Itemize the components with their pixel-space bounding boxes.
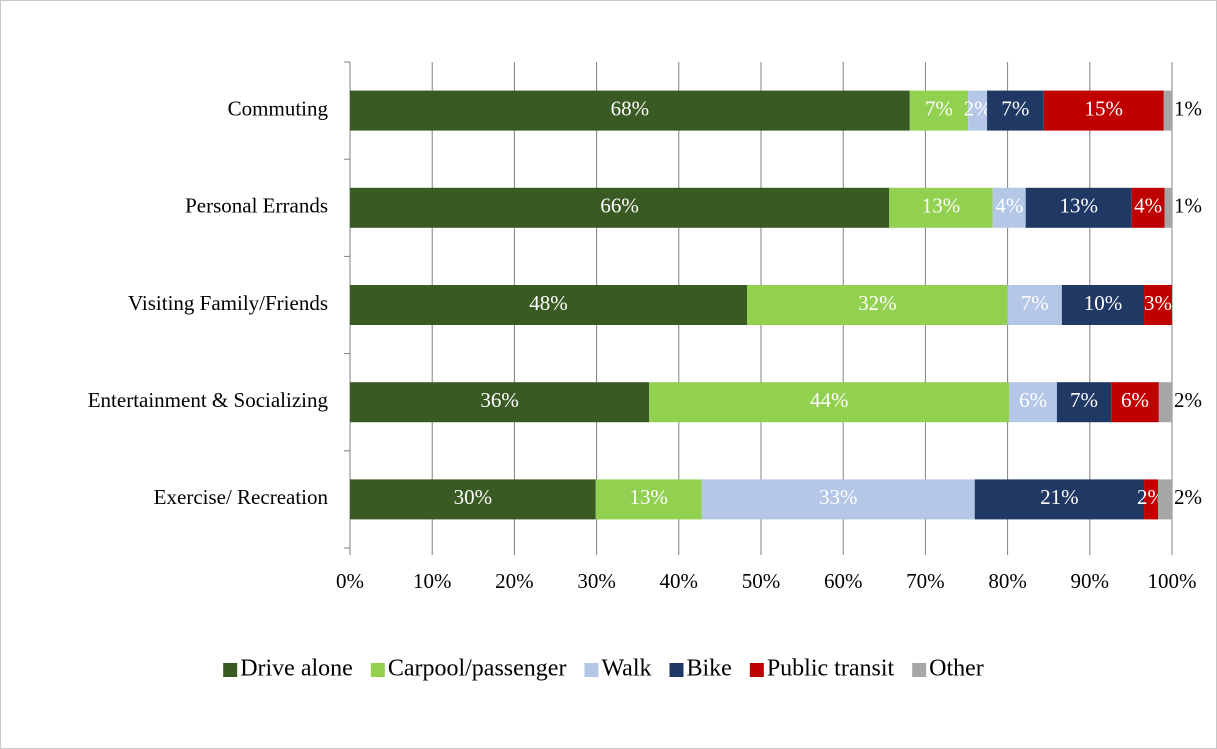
legend-swatch [749,663,764,677]
bar-segment [909,90,969,131]
data-label: 13% [922,194,961,218]
legend: Drive alone Carpool/passenger Walk Bike Publ… [223,656,984,682]
x-tick-label: 100% [1148,569,1197,593]
data-label: 33% [819,485,858,509]
data-label: 1% [1174,96,1202,120]
bar-segment [1158,479,1172,520]
y-tick-label: Commuting [228,96,329,120]
bar-segment [1061,285,1145,325]
data-label: 44% [810,388,849,412]
data-label: 7% [1021,291,1049,315]
bar-segment [701,479,975,520]
data-label: 4% [995,194,1023,218]
bar-segment [1144,479,1159,520]
x-tick-label: 30% [577,569,616,593]
data-label: 7% [1001,96,1029,120]
x-tick-label: 80% [988,569,1027,593]
bar-segment [968,90,988,131]
data-label: 68% [611,96,650,120]
data-label: 21% [1040,485,1079,509]
data-label: 7% [1070,388,1098,412]
bar-segment [350,479,596,520]
bar-segment [350,285,748,325]
legend-swatch [584,663,599,677]
legend-label: Other [929,656,984,682]
data-label: 2% [964,96,992,120]
data-label: 30% [454,485,493,509]
x-tick-label: 20% [495,569,534,593]
data-label: 15% [1085,96,1124,120]
x-tick-label: 10% [413,569,452,593]
bar-segment [974,479,1145,520]
bar-segment [350,90,910,131]
bar-segment [1043,90,1164,131]
data-label: 36% [480,388,519,412]
bar-segment [1164,187,1172,228]
data-label: 2% [1174,388,1202,412]
legend-swatch [223,663,238,677]
x-tick-label: 70% [906,569,945,593]
y-tick-label: Visiting Family/Friends [128,291,328,315]
y-tick-label: Entertainment & Socializing [88,388,329,412]
bar-segment [1056,382,1112,423]
legend-label: Carpool/passenger [388,656,567,682]
x-tick-label: 60% [824,569,863,593]
data-label: 1% [1174,194,1202,218]
legend-swatch [912,663,927,677]
bar-segment [1163,90,1172,131]
x-tick-label: 50% [742,569,781,593]
data-label: 13% [630,485,669,509]
bar-segment [987,90,1044,131]
bar-segment [1158,382,1172,423]
bar-segment [595,479,702,520]
legend-label: Walk [601,656,651,682]
legend-label: Public transit [767,656,895,682]
legend-label: Drive alone [240,656,353,682]
data-label: 7% [925,96,953,120]
x-tick-label: 0% [336,569,364,593]
bar-segment [1009,382,1057,423]
data-label: 48% [529,291,568,315]
bar-segment [992,187,1026,228]
bar-segment [1007,285,1062,325]
bar-segment [1111,382,1159,423]
bar-segment [350,187,890,228]
data-label: 66% [600,194,639,218]
bar-segment [350,382,650,423]
bar-segment [649,382,1010,423]
data-label: 13% [1059,194,1098,218]
y-tick-label: Exercise/ Recreation [154,485,329,509]
bar-segment [889,187,993,228]
x-tick-label: 90% [1071,569,1110,593]
x-tick-label: 40% [660,569,699,593]
y-tick-label: Personal Errands [185,194,328,218]
bar-segment [747,285,1008,325]
data-label: 6% [1019,388,1047,412]
data-label: 3% [1144,291,1172,315]
legend-swatch [370,663,385,677]
bar-segment [1144,285,1172,325]
bar-segment [1025,187,1132,228]
legend-swatch [669,663,684,677]
data-label: 4% [1134,194,1162,218]
legend-label: Bike [687,656,732,682]
data-label: 6% [1121,388,1149,412]
data-label: 32% [858,291,897,315]
bar-segment [1131,187,1165,228]
data-label: 2% [1174,485,1202,509]
data-label: 10% [1084,291,1123,315]
